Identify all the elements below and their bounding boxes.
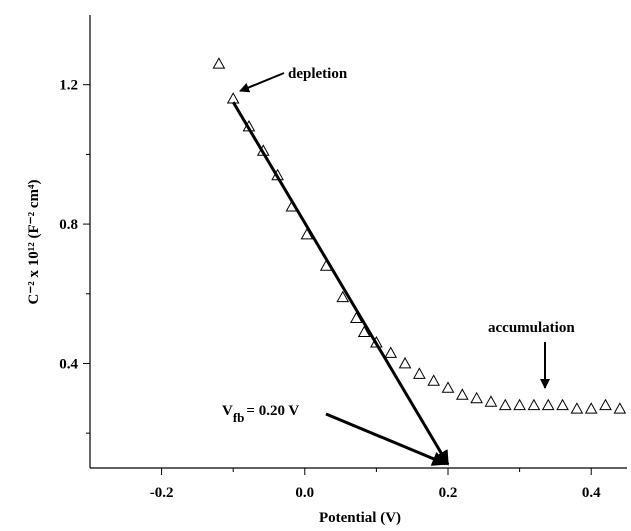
data-point: [541, 398, 555, 411]
data-point: [212, 57, 226, 69]
data-point: [513, 398, 526, 411]
vfb-sub: fb: [233, 410, 245, 425]
data-point: [370, 336, 383, 348]
x-tick-label: 0.0: [295, 485, 314, 501]
x-tick-label: 0.2: [439, 485, 458, 501]
y-tick-label: 0.4: [59, 356, 78, 372]
data-point: [319, 259, 333, 271]
data-point: [441, 381, 455, 393]
data-point: [584, 402, 598, 414]
data-point: [484, 395, 498, 407]
vfb-main: V: [222, 403, 233, 419]
data-point: [556, 398, 569, 411]
data-point: [498, 398, 512, 411]
data-point: [427, 374, 441, 386]
data-point: [256, 144, 270, 156]
fit-line: [231, 101, 450, 466]
data-point: [613, 402, 627, 414]
annotation-depletion: depletion: [288, 66, 348, 82]
x-tick-label: 0.4: [582, 485, 601, 501]
vfb-rest: = 0.20 V: [246, 403, 299, 419]
x-axis-label: Potential (V): [319, 510, 401, 526]
annotation-arrow: [325, 412, 448, 466]
annotation-accumulation: accumulation: [488, 320, 575, 336]
data-point: [336, 290, 350, 303]
data-point: [357, 325, 371, 337]
data-point: [599, 398, 612, 411]
data-point: [271, 168, 284, 181]
data-point: [398, 356, 412, 369]
data-point: [350, 311, 363, 324]
x-tick-label: -0.2: [150, 485, 174, 501]
y-tick-label: 1.2: [59, 78, 78, 94]
data-point: [470, 391, 483, 404]
data-point: [570, 402, 584, 414]
data-point: [455, 388, 469, 400]
y-axis-label: C⁻² x 10¹² (F⁻² cm⁴): [26, 180, 42, 305]
data-point: [527, 398, 541, 411]
y-tick-label: 0.8: [59, 217, 78, 233]
data-point: [300, 228, 314, 240]
annotation-vfb: Vfb = 0.20 V: [222, 403, 299, 425]
data-point: [285, 200, 299, 212]
data-point: [226, 92, 240, 104]
data-point: [384, 346, 398, 358]
data-point: [413, 367, 426, 379]
annotation-arrow: [239, 72, 285, 93]
data-point: [242, 119, 256, 132]
